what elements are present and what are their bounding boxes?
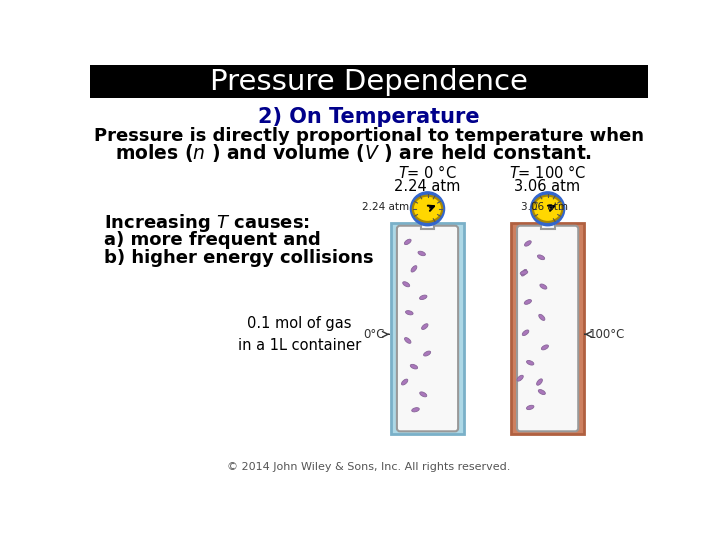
Text: Pressure Dependence: Pressure Dependence bbox=[210, 68, 528, 96]
Ellipse shape bbox=[539, 389, 545, 395]
FancyBboxPatch shape bbox=[517, 226, 578, 431]
Text: 100°C: 100°C bbox=[589, 328, 626, 341]
Ellipse shape bbox=[405, 239, 411, 245]
Text: Increasing $\it{T}$ causes:: Increasing $\it{T}$ causes: bbox=[104, 212, 310, 234]
FancyBboxPatch shape bbox=[90, 65, 648, 98]
Ellipse shape bbox=[405, 338, 411, 343]
FancyBboxPatch shape bbox=[397, 226, 458, 431]
Ellipse shape bbox=[521, 271, 528, 275]
Text: $\it{T}$= 100 °C: $\it{T}$= 100 °C bbox=[508, 164, 586, 181]
Ellipse shape bbox=[522, 330, 528, 335]
FancyBboxPatch shape bbox=[541, 213, 554, 229]
Ellipse shape bbox=[539, 314, 545, 320]
Ellipse shape bbox=[402, 379, 408, 385]
Ellipse shape bbox=[541, 345, 549, 350]
Ellipse shape bbox=[410, 364, 418, 369]
Text: b) higher energy collisions: b) higher energy collisions bbox=[104, 249, 374, 267]
Ellipse shape bbox=[536, 379, 542, 385]
Text: 0°C: 0°C bbox=[363, 328, 384, 341]
Text: a) more frequent and: a) more frequent and bbox=[104, 231, 320, 249]
Ellipse shape bbox=[524, 241, 531, 246]
Ellipse shape bbox=[533, 195, 562, 222]
Circle shape bbox=[531, 192, 564, 226]
Ellipse shape bbox=[524, 300, 531, 305]
Text: 3.06 atm: 3.06 atm bbox=[521, 202, 568, 212]
Text: 3.06 atm: 3.06 atm bbox=[514, 179, 580, 194]
Ellipse shape bbox=[418, 251, 426, 255]
Ellipse shape bbox=[540, 284, 547, 289]
Text: $\it{T}$= 0 °C: $\it{T}$= 0 °C bbox=[398, 164, 456, 181]
Text: © 2014 John Wiley & Sons, Inc. All rights reserved.: © 2014 John Wiley & Sons, Inc. All right… bbox=[228, 462, 510, 472]
Ellipse shape bbox=[537, 255, 544, 260]
Ellipse shape bbox=[521, 269, 527, 276]
Ellipse shape bbox=[526, 405, 534, 410]
Text: 2.24 atm: 2.24 atm bbox=[361, 202, 409, 212]
Ellipse shape bbox=[423, 351, 431, 356]
FancyBboxPatch shape bbox=[391, 222, 464, 434]
Ellipse shape bbox=[412, 408, 419, 412]
Ellipse shape bbox=[526, 361, 534, 365]
Text: Pressure is directly proportional to temperature when: Pressure is directly proportional to tem… bbox=[94, 127, 644, 145]
Text: 0.1 mol of gas
in a 1L container: 0.1 mol of gas in a 1L container bbox=[238, 316, 361, 353]
Ellipse shape bbox=[420, 295, 427, 300]
Ellipse shape bbox=[422, 323, 428, 329]
Ellipse shape bbox=[402, 282, 410, 287]
Ellipse shape bbox=[517, 375, 523, 381]
Text: moles ($\it{n}$ ) and volume ($\it{V}$ ) are held constant.: moles ($\it{n}$ ) and volume ($\it{V}$ )… bbox=[115, 143, 592, 164]
Ellipse shape bbox=[411, 266, 417, 272]
Text: 2.24 atm: 2.24 atm bbox=[394, 179, 460, 194]
Ellipse shape bbox=[420, 392, 427, 397]
Circle shape bbox=[410, 192, 444, 226]
Ellipse shape bbox=[405, 310, 413, 315]
FancyBboxPatch shape bbox=[420, 213, 434, 229]
Text: 2) On Temperature: 2) On Temperature bbox=[258, 107, 480, 127]
FancyBboxPatch shape bbox=[510, 222, 585, 434]
Ellipse shape bbox=[413, 195, 442, 222]
